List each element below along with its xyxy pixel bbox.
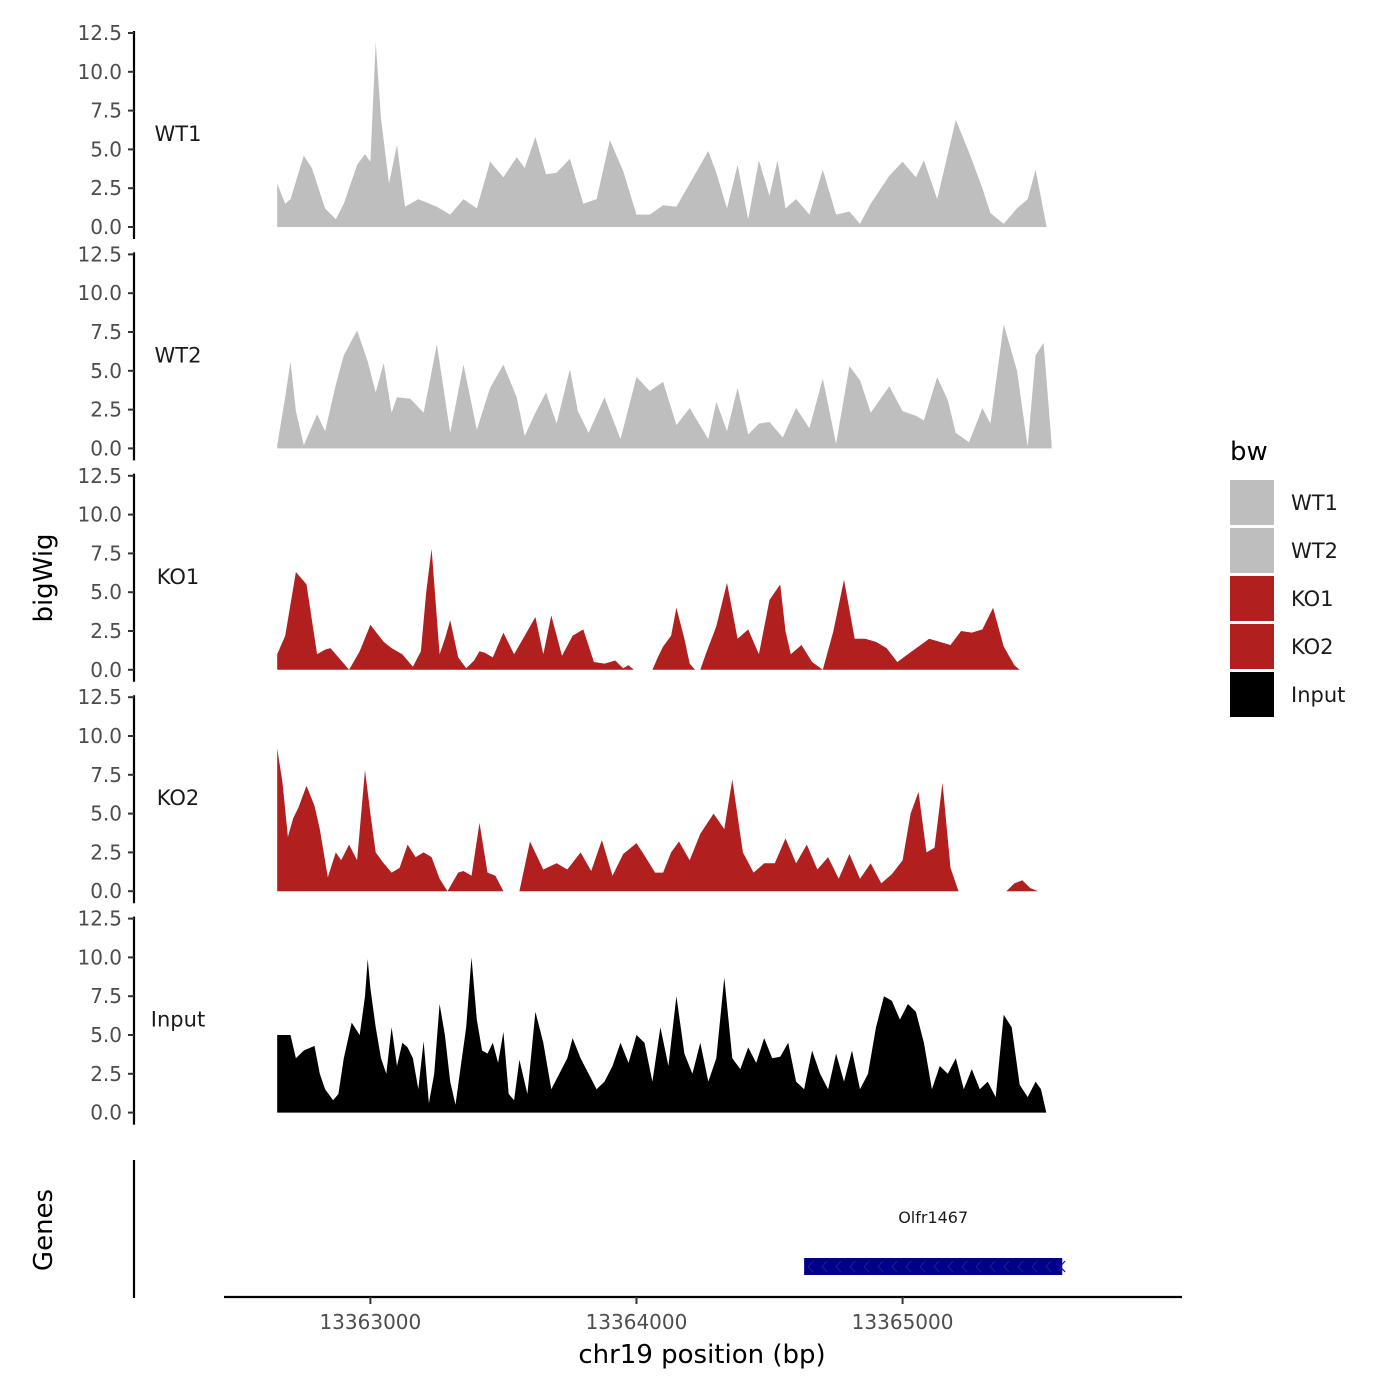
strand-marker bbox=[891, 1260, 898, 1273]
tracks-layer: 0.0 2.5 5.0 7.5 10.0 12.5 WT1 0.0 2.5 5.0 7.5 10.0 1… bbox=[77, 21, 1052, 1125]
track-label: WT1 bbox=[155, 122, 202, 146]
legend-label-input: Input bbox=[1291, 683, 1345, 707]
x-tick-label: 13363000 bbox=[319, 1310, 421, 1334]
strand-marker bbox=[821, 1260, 828, 1273]
gene-body bbox=[804, 1258, 1063, 1275]
y-tick-label: 2.5 bbox=[90, 398, 122, 422]
y-tick-label: 5.0 bbox=[90, 137, 122, 161]
track-label: Input bbox=[151, 1008, 205, 1032]
strand-marker bbox=[919, 1260, 926, 1273]
strand-marker bbox=[1031, 1260, 1038, 1273]
signal-area-ko2 bbox=[277, 748, 1039, 892]
track-label: KO1 bbox=[157, 565, 200, 589]
y-tick-label: 7.5 bbox=[90, 763, 122, 787]
strand-marker bbox=[1045, 1260, 1052, 1273]
y-tick-label: 0.0 bbox=[90, 658, 122, 682]
y-tick-label: 0.0 bbox=[90, 1101, 122, 1125]
genes-layer: Olfr1467 bbox=[132, 1160, 1066, 1298]
signal-area-ko1 bbox=[277, 548, 1020, 670]
signal-area-wt2 bbox=[277, 324, 1052, 449]
x-tick-label: 13365000 bbox=[852, 1310, 954, 1334]
y-axis-title: bigWig bbox=[29, 533, 59, 622]
legend-swatch-input bbox=[1230, 672, 1274, 717]
strand-marker bbox=[807, 1260, 814, 1273]
track-wt1: 0.0 2.5 5.0 7.5 10.0 12.5 WT1 bbox=[77, 21, 1047, 239]
strand-marker bbox=[1017, 1260, 1024, 1273]
signal-area-wt1 bbox=[277, 42, 1047, 227]
y-tick-label: 2.5 bbox=[90, 619, 122, 643]
strand-marker bbox=[849, 1260, 856, 1273]
legend-swatch-wt2 bbox=[1230, 528, 1274, 573]
legend-title: bw bbox=[1230, 437, 1268, 467]
gene-label: Olfr1467 bbox=[898, 1208, 968, 1227]
y-tick-label: 5.0 bbox=[90, 359, 122, 383]
legend-label-ko1: KO1 bbox=[1291, 587, 1334, 611]
y-tick-label: 10.0 bbox=[77, 724, 122, 748]
x-tick-label: 13364000 bbox=[586, 1310, 688, 1334]
strand-marker bbox=[933, 1260, 940, 1273]
genes-axis-title: Genes bbox=[29, 1189, 59, 1271]
track-label: KO2 bbox=[157, 786, 200, 810]
legend-label-wt2: WT2 bbox=[1291, 539, 1338, 563]
legend-swatch-ko1 bbox=[1230, 576, 1274, 621]
y-tick-label: 10.0 bbox=[77, 945, 122, 969]
y-tick-label: 10.0 bbox=[77, 281, 122, 305]
y-tick-label: 5.0 bbox=[90, 1023, 122, 1047]
y-tick-label: 7.5 bbox=[90, 541, 122, 565]
strand-marker bbox=[947, 1260, 954, 1273]
y-tick-label: 0.0 bbox=[90, 436, 122, 460]
track-input: 0.0 2.5 5.0 7.5 10.0 12.5 Input bbox=[77, 907, 1047, 1125]
track-ko2: 0.0 2.5 5.0 7.5 10.0 12.5 KO2 bbox=[77, 685, 1039, 904]
strand-marker bbox=[975, 1260, 982, 1273]
y-tick-label: 7.5 bbox=[90, 320, 122, 344]
y-tick-label: 0.0 bbox=[90, 879, 122, 903]
legend-swatch-wt1 bbox=[1230, 480, 1274, 525]
legend-label-wt1: WT1 bbox=[1291, 491, 1338, 515]
legend-label-ko2: KO2 bbox=[1291, 635, 1334, 659]
y-tick-label: 12.5 bbox=[77, 685, 122, 709]
legend-swatch-ko2 bbox=[1230, 624, 1274, 669]
y-tick-label: 5.0 bbox=[90, 580, 122, 604]
legend: bw WT1 WT2 KO1 KO2 Input bbox=[1230, 437, 1345, 717]
y-tick-label: 2.5 bbox=[90, 1062, 122, 1086]
x-axis: 13363000 13364000 13365000 bbox=[224, 1295, 1182, 1334]
y-tick-label: 10.0 bbox=[77, 503, 122, 527]
strand-marker bbox=[1059, 1260, 1066, 1273]
strand-marker bbox=[835, 1260, 842, 1273]
strand-marker bbox=[989, 1260, 996, 1273]
y-tick-label: 0.0 bbox=[90, 215, 122, 239]
y-tick-label: 12.5 bbox=[77, 464, 122, 488]
y-tick-label: 5.0 bbox=[90, 802, 122, 826]
strand-marker bbox=[905, 1260, 912, 1273]
x-axis-title: chr19 position (bp) bbox=[578, 1340, 825, 1370]
strand-marker bbox=[877, 1260, 884, 1273]
y-tick-label: 12.5 bbox=[77, 907, 122, 931]
y-tick-label: 10.0 bbox=[77, 60, 122, 84]
y-tick-label: 2.5 bbox=[90, 840, 122, 864]
y-tick-label: 2.5 bbox=[90, 176, 122, 200]
track-ko1: 0.0 2.5 5.0 7.5 10.0 12.5 KO1 bbox=[77, 464, 1020, 682]
signal-area-input bbox=[277, 957, 1047, 1113]
strand-marker bbox=[961, 1260, 968, 1273]
track-wt2: 0.0 2.5 5.0 7.5 10.0 12.5 WT2 bbox=[77, 242, 1052, 461]
y-tick-label: 12.5 bbox=[77, 21, 122, 45]
gene-olfr1467: Olfr1467 bbox=[804, 1208, 1066, 1275]
y-tick-label: 7.5 bbox=[90, 99, 122, 123]
strand-marker bbox=[1003, 1260, 1010, 1273]
strand-marker bbox=[863, 1260, 870, 1273]
y-tick-label: 12.5 bbox=[77, 242, 122, 266]
track-label: WT2 bbox=[155, 343, 202, 367]
y-tick-label: 7.5 bbox=[90, 984, 122, 1008]
